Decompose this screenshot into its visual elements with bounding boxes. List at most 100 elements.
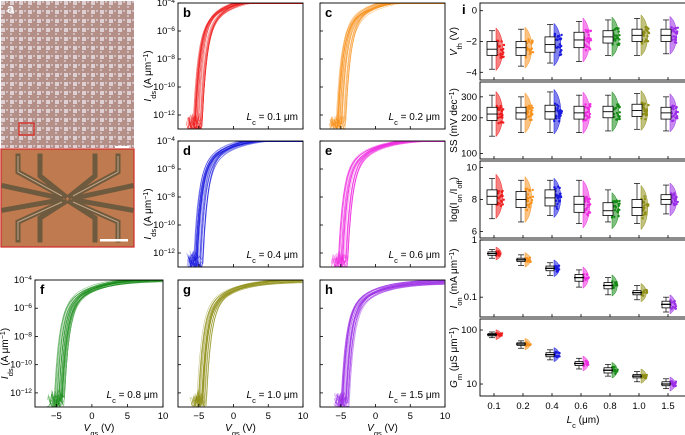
data-point: [558, 110, 561, 113]
box-gm-1.0: [632, 368, 648, 396]
data-point: [644, 118, 647, 121]
y-tick-label: 10−8: [14, 331, 32, 343]
data-point: [587, 200, 590, 204]
data-point: [531, 109, 534, 112]
iqr-box: [544, 104, 556, 120]
curve-bundle: [46, 280, 163, 408]
transfer-curve: [53, 280, 162, 405]
transfer-curve: [185, 3, 303, 126]
data-point: [674, 27, 677, 31]
data-point: [529, 343, 532, 346]
data-point: [643, 102, 647, 106]
data-point: [584, 44, 587, 47]
data-point: [672, 30, 675, 33]
transfer-curve: [188, 141, 302, 263]
data-point: [613, 115, 616, 119]
text-part: c: [394, 396, 398, 405]
data-point: [676, 110, 679, 114]
transfer-curve: [188, 3, 302, 125]
panel-label-g: g: [183, 282, 191, 297]
data-point: [555, 117, 558, 120]
data-point: [641, 217, 644, 220]
curve-bundle: [185, 3, 303, 130]
data-point: [642, 291, 645, 294]
data-point: [676, 26, 679, 29]
text-part: −6: [167, 164, 175, 171]
transfer-curve: [194, 281, 303, 406]
text-part: μm: [281, 250, 298, 261]
subplot-frame: [479, 318, 685, 397]
lc-annotation: Lc = 0.6 μm: [389, 250, 441, 265]
x-tick-label: −5: [335, 411, 346, 422]
subplot-frame: [479, 239, 685, 318]
data-point: [643, 204, 646, 207]
text-part: ): [449, 88, 460, 91]
data-point: [586, 273, 589, 276]
x-tick-label: 1.5: [661, 401, 674, 412]
transfer-curve: [198, 280, 302, 408]
data-point: [558, 355, 561, 358]
data-point: [498, 190, 501, 193]
text-part: = 0.2: [398, 112, 424, 123]
x-axis-label: Vgs (V): [225, 423, 256, 435]
text-part: m: [455, 374, 464, 380]
box-vth-0.2: [515, 26, 535, 80]
y-tick-label: 10−12: [153, 110, 175, 122]
data-point: [501, 49, 504, 52]
box-ion-1.0: [632, 283, 649, 317]
data-point: [675, 202, 678, 206]
data-point: [618, 105, 621, 109]
transfer-curve: [195, 280, 302, 404]
data-point: [612, 366, 615, 369]
text-part: ds: [6, 368, 15, 376]
x-tick-label: −5: [51, 411, 62, 422]
transfer-curve: [339, 284, 445, 408]
text-part: ds: [149, 229, 158, 237]
x-tick-label: 10: [440, 411, 451, 422]
data-point: [615, 111, 619, 115]
text-part: = 0.1: [256, 112, 282, 123]
data-point: [560, 33, 563, 37]
text-part: 5: [125, 411, 130, 422]
text-part: 10: [10, 360, 21, 371]
y-tick-label: 10−10: [10, 359, 32, 371]
data-point: [526, 257, 529, 260]
data-point: [643, 212, 647, 215]
zoom-region-marker: [18, 122, 35, 136]
text-part: 0: [89, 411, 94, 422]
text-part: on: [455, 194, 464, 202]
text-part: ): [449, 327, 460, 330]
text-part: SS (mV dec: [449, 99, 460, 152]
text-part: 10: [157, 54, 168, 65]
transfer-curve: [188, 141, 302, 267]
data-point: [530, 42, 533, 45]
data-point: [528, 49, 531, 53]
text-part: −4: [167, 0, 175, 5]
data-point: [588, 112, 592, 116]
device-array-image: [1, 1, 134, 148]
data-point: [531, 106, 534, 110]
data-point: [644, 26, 647, 29]
data-point: [529, 260, 532, 264]
text-part: (A μm: [143, 200, 154, 229]
data-point: [530, 47, 533, 50]
data-point: [587, 29, 590, 32]
data-point: [642, 34, 646, 37]
data-point: [584, 49, 588, 52]
scale-bar-bottom: [100, 239, 128, 242]
lc-annotation: Lc = 0.2 μm: [389, 112, 441, 127]
box-vth-1.0: [631, 14, 651, 80]
data-point: [498, 116, 502, 119]
text-part: 100: [461, 325, 477, 336]
box-onoff-0.1: [486, 173, 505, 238]
panel-label-b: b: [183, 5, 191, 20]
x-tick-label: 0.8: [603, 401, 616, 412]
text-part: 10: [157, 26, 168, 37]
data-point: [641, 374, 644, 377]
data-point: [554, 199, 558, 202]
data-point: [501, 189, 504, 193]
x-tick-label: 10: [158, 411, 169, 422]
text-part: −5: [193, 411, 204, 422]
